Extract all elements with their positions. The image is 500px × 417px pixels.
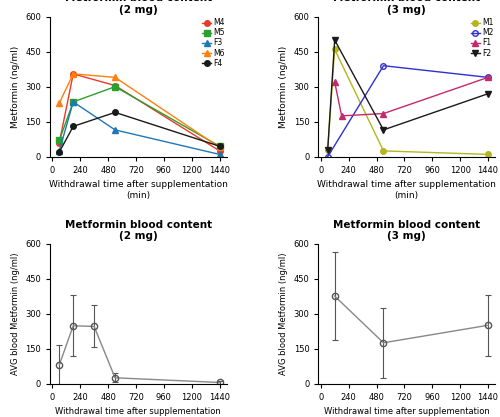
X-axis label: Withdrawal time after supplementation
(min): Withdrawal time after supplementation (m… [318,180,496,200]
M1 [324,147,330,152]
F3 [112,128,118,133]
F2 [380,128,386,133]
F3 [56,148,62,153]
M4 [56,140,62,145]
Line: M5: M5 [56,84,222,149]
M6 [56,100,62,106]
M1 [485,152,491,157]
M5 [216,144,222,149]
X-axis label: Withdrawal time after supplementation
(min): Withdrawal time after supplementation (m… [49,180,228,200]
F1 [332,80,338,85]
X-axis label: Withdrawal time after supplementation
(min): Withdrawal time after supplementation (m… [56,407,221,417]
M5 [56,138,62,143]
Title: Metformin blood content
(3 mg): Metformin blood content (3 mg) [333,0,480,15]
F1 [485,75,491,80]
M4 [216,148,222,153]
F4 [216,144,222,149]
M2 [324,154,330,159]
Line: F3: F3 [56,99,222,157]
Y-axis label: Metformin (ng/ml): Metformin (ng/ml) [279,45,288,128]
F2 [485,91,491,96]
Line: F4: F4 [56,110,222,155]
Title: Metformin blood content
(2 mg): Metformin blood content (2 mg) [64,0,212,15]
X-axis label: Withdrawal time after supplementation
(min): Withdrawal time after supplementation (m… [324,407,490,417]
Line: M2: M2 [325,63,491,160]
F4 [56,150,62,155]
Title: Metformin blood content
(2 mg): Metformin blood content (2 mg) [64,220,212,241]
F4 [112,110,118,115]
Legend: M1, M2, F1, F2: M1, M2, F1, F2 [470,18,494,58]
M6 [112,75,118,80]
Y-axis label: Metformin (ng/ml): Metformin (ng/ml) [10,45,20,128]
M1 [332,47,338,52]
Title: Metformin blood content
(3 mg): Metformin blood content (3 mg) [333,220,480,241]
F2 [332,38,338,43]
Y-axis label: AVG blood Metformin (ng/ml): AVG blood Metformin (ng/ml) [10,252,20,375]
M5 [112,84,118,89]
Line: F1: F1 [332,75,491,119]
F1 [380,111,386,116]
F2 [324,147,330,152]
F1 [338,113,344,118]
Line: M1: M1 [325,47,491,157]
Line: M6: M6 [56,71,222,150]
M6 [216,145,222,150]
M5 [70,99,76,104]
Y-axis label: AVG blood Metformin (ng/ml): AVG blood Metformin (ng/ml) [279,252,288,375]
F4 [70,124,76,129]
F3 [70,99,76,104]
M4 [70,71,76,76]
M6 [70,71,76,76]
Line: M4: M4 [56,71,222,154]
M1 [380,148,386,153]
M2 [485,75,491,80]
F3 [216,152,222,157]
M4 [112,83,118,88]
M2 [380,63,386,68]
Legend: M4, M5, F3, M6, F4: M4, M5, F3, M6, F4 [202,18,225,68]
Line: F2: F2 [325,37,491,153]
